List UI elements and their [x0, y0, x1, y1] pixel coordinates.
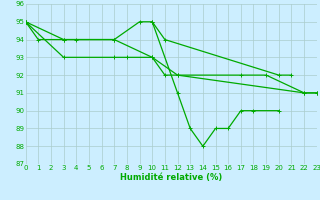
X-axis label: Humidité relative (%): Humidité relative (%)	[120, 173, 222, 182]
